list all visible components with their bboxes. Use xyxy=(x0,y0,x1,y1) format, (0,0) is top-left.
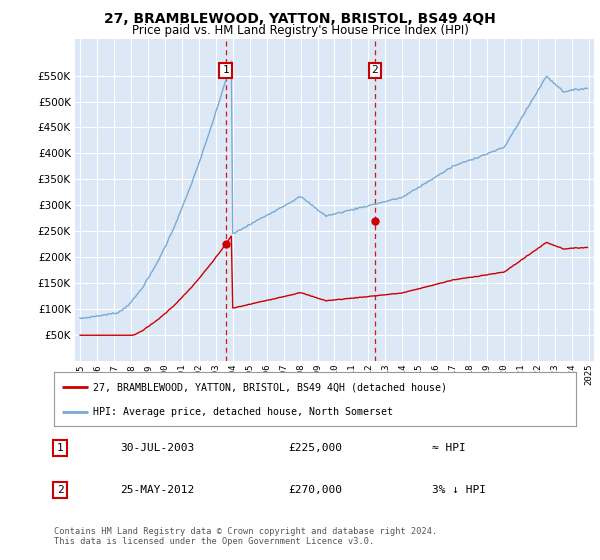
Text: 3% ↓ HPI: 3% ↓ HPI xyxy=(432,485,486,495)
Text: 30-JUL-2003: 30-JUL-2003 xyxy=(120,443,194,453)
Text: ≈ HPI: ≈ HPI xyxy=(432,443,466,453)
Text: £270,000: £270,000 xyxy=(288,485,342,495)
Text: 25-MAY-2012: 25-MAY-2012 xyxy=(120,485,194,495)
Text: 1: 1 xyxy=(222,66,229,76)
Text: Contains HM Land Registry data © Crown copyright and database right 2024.
This d: Contains HM Land Registry data © Crown c… xyxy=(54,526,437,546)
Text: Price paid vs. HM Land Registry's House Price Index (HPI): Price paid vs. HM Land Registry's House … xyxy=(131,24,469,37)
Text: 27, BRAMBLEWOOD, YATTON, BRISTOL, BS49 4QH: 27, BRAMBLEWOOD, YATTON, BRISTOL, BS49 4… xyxy=(104,12,496,26)
Text: HPI: Average price, detached house, North Somerset: HPI: Average price, detached house, Nort… xyxy=(93,407,393,417)
Text: 1: 1 xyxy=(56,443,64,453)
Text: 2: 2 xyxy=(56,485,64,495)
Text: 27, BRAMBLEWOOD, YATTON, BRISTOL, BS49 4QH (detached house): 27, BRAMBLEWOOD, YATTON, BRISTOL, BS49 4… xyxy=(93,382,447,393)
Text: 2: 2 xyxy=(371,66,378,76)
Text: £225,000: £225,000 xyxy=(288,443,342,453)
